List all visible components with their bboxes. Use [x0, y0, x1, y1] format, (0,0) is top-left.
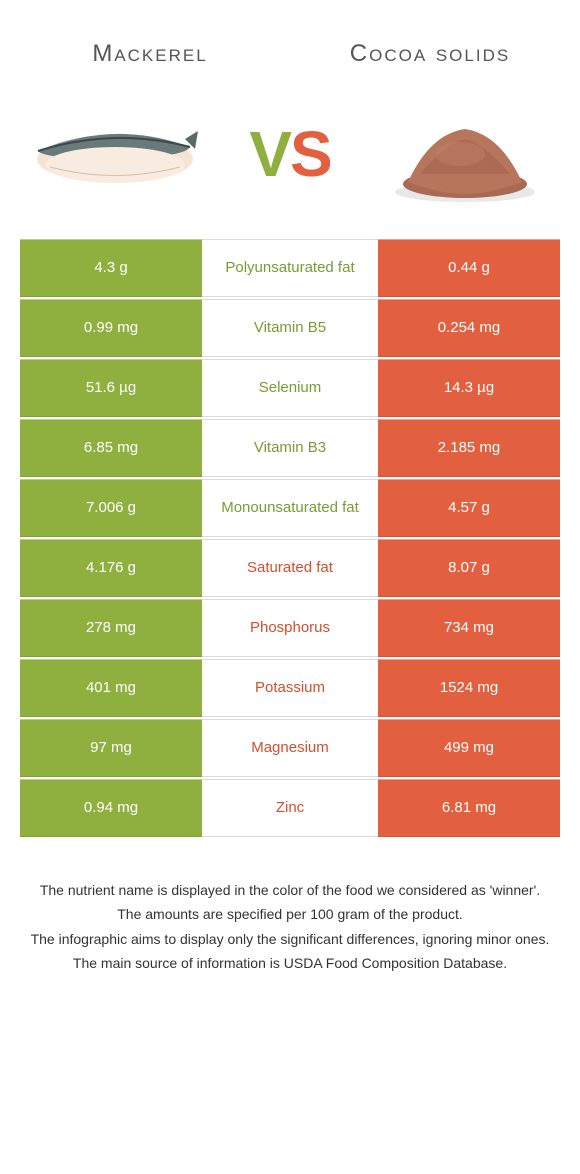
right-value: 2.185 mg [378, 419, 560, 477]
nutrient-label: Potassium [202, 659, 378, 717]
left-value: 97 mg [20, 719, 202, 777]
right-value: 0.254 mg [378, 299, 560, 357]
left-value: 0.99 mg [20, 299, 202, 357]
right-value: 499 mg [378, 719, 560, 777]
nutrient-label: Magnesium [202, 719, 378, 777]
left-value: 4.3 g [20, 239, 202, 297]
table-row: 4.3 gPolyunsaturated fat0.44 g [20, 239, 560, 297]
table-row: 51.6 µgSelenium14.3 µg [20, 359, 560, 417]
right-value: 14.3 µg [378, 359, 560, 417]
title-left: Mackerel [50, 40, 250, 68]
right-value: 0.44 g [378, 239, 560, 297]
right-value: 1524 mg [378, 659, 560, 717]
nutrient-label: Saturated fat [202, 539, 378, 597]
vs-row: VS [0, 89, 580, 239]
table-row: 4.176 gSaturated fat8.07 g [20, 539, 560, 597]
left-value: 401 mg [20, 659, 202, 717]
table-row: 7.006 gMonounsaturated fat4.57 g [20, 479, 560, 537]
vs-label: VS [249, 117, 330, 191]
footer-line-1: The nutrient name is displayed in the co… [30, 879, 550, 901]
vs-v: V [249, 118, 290, 190]
comparison-table: 4.3 gPolyunsaturated fat0.44 g0.99 mgVit… [0, 239, 580, 837]
table-row: 0.94 mgZinc6.81 mg [20, 779, 560, 837]
nutrient-label: Polyunsaturated fat [202, 239, 378, 297]
vs-s: S [290, 118, 331, 190]
table-row: 6.85 mgVitamin B32.185 mg [20, 419, 560, 477]
nutrient-label: Zinc [202, 779, 378, 837]
left-value: 4.176 g [20, 539, 202, 597]
table-row: 0.99 mgVitamin B50.254 mg [20, 299, 560, 357]
mackerel-image [30, 99, 200, 209]
left-value: 0.94 mg [20, 779, 202, 837]
cocoa-image [380, 99, 550, 209]
table-row: 401 mgPotassium1524 mg [20, 659, 560, 717]
footer-line-4: The main source of information is USDA F… [30, 952, 550, 974]
title-right: Cocoa solids [330, 40, 530, 69]
nutrient-label: Monounsaturated fat [202, 479, 378, 537]
table-row: 278 mgPhosphorus734 mg [20, 599, 560, 657]
nutrient-label: Vitamin B3 [202, 419, 378, 477]
nutrient-label: Selenium [202, 359, 378, 417]
right-value: 6.81 mg [378, 779, 560, 837]
right-value: 734 mg [378, 599, 560, 657]
header: Mackerel Cocoa solids [0, 0, 580, 89]
left-value: 7.006 g [20, 479, 202, 537]
footer-line-2: The amounts are specified per 100 gram o… [30, 903, 550, 925]
table-row: 97 mgMagnesium499 mg [20, 719, 560, 777]
nutrient-label: Phosphorus [202, 599, 378, 657]
right-value: 8.07 g [378, 539, 560, 597]
nutrient-label: Vitamin B5 [202, 299, 378, 357]
right-value: 4.57 g [378, 479, 560, 537]
left-value: 6.85 mg [20, 419, 202, 477]
left-value: 51.6 µg [20, 359, 202, 417]
footer-line-3: The infographic aims to display only the… [30, 928, 550, 950]
footer: The nutrient name is displayed in the co… [0, 839, 580, 997]
left-value: 278 mg [20, 599, 202, 657]
